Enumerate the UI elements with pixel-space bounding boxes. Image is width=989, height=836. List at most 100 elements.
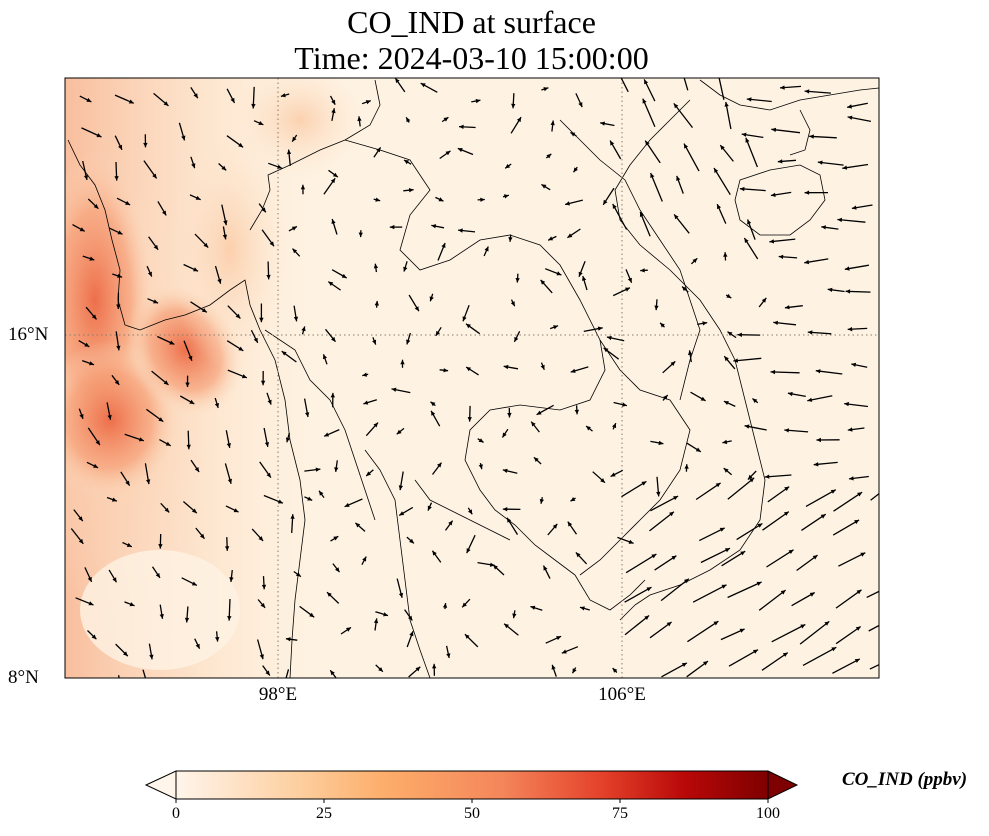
wind-arrow-head	[277, 164, 283, 169]
wind-arrow-shaft	[770, 371, 800, 374]
wind-arrow-head	[692, 258, 698, 263]
wind-arrow-shaft	[692, 584, 727, 603]
wind-arrow-head	[480, 197, 485, 202]
wind-arrow-head	[625, 287, 630, 292]
colorbar-tick-100: 100	[756, 805, 780, 822]
wind-arrow-head	[292, 136, 297, 142]
wind-arrow-head	[724, 102, 729, 107]
map-title-line-1: CO_IND at surface	[347, 4, 596, 40]
wind-arrow-shaft	[642, 98, 656, 128]
wind-arrow-head	[432, 550, 437, 556]
wind-arrow-shaft	[683, 78, 689, 91]
wind-arrow-head	[398, 485, 403, 491]
wind-arrow-head	[153, 299, 159, 304]
wind-arrow-head	[227, 478, 232, 484]
wind-arrow-head	[673, 103, 679, 109]
wind-arrow-head	[510, 301, 515, 307]
wind-arrow-head	[431, 224, 437, 229]
wind-arrow-head	[854, 658, 860, 663]
wind-arrow-head	[300, 184, 306, 190]
wind-arrow-head	[86, 97, 92, 102]
wind-arrow-head	[515, 278, 520, 283]
wind-arrow-head	[399, 511, 405, 516]
wind-arrow-head	[695, 447, 701, 452]
wind-arrow-shaft	[650, 495, 679, 512]
wind-arrow-head	[800, 624, 806, 629]
wind-arrow-head	[504, 623, 509, 629]
wind-arrow-head	[493, 564, 498, 570]
wind-arrow-head	[507, 412, 512, 418]
wind-arrow-head	[771, 127, 777, 132]
wind-arrow-head	[260, 603, 266, 608]
wind-arrow-head	[195, 643, 200, 649]
wind-arrow-shaft	[695, 482, 721, 501]
wind-arrow-head	[260, 380, 266, 386]
wind-arrow-head	[409, 631, 414, 637]
wind-arrow-head	[478, 464, 483, 470]
wind-arrow-shaft	[835, 589, 862, 609]
wind-arrow-shaft	[801, 513, 827, 531]
wind-arrow-head	[722, 439, 728, 445]
colorbar-tick-25: 25	[316, 805, 332, 822]
wind-arrow-head	[334, 467, 339, 472]
wind-arrow-head	[332, 172, 338, 178]
wind-arrow-head	[324, 432, 330, 437]
wind-arrow-head	[112, 577, 117, 583]
colorbar-label: CO_IND (ppbv)	[842, 769, 968, 790]
wind-arrow-head	[719, 527, 725, 532]
wind-arrow-shaft	[713, 167, 731, 196]
wind-arrow-head	[749, 477, 755, 483]
wind-arrow-shaft	[285, 669, 290, 678]
wind-arrow-head	[159, 614, 164, 619]
wind-arrow-head	[578, 271, 583, 277]
wind-arrow-head	[241, 374, 247, 379]
colorbar-tick-75: 75	[612, 805, 628, 822]
wind-arrow-head	[281, 351, 287, 356]
wind-arrow-head	[327, 592, 332, 597]
wind-arrow-head	[745, 137, 750, 143]
wind-arrow-head	[188, 355, 193, 361]
wind-arrow-head	[191, 581, 197, 586]
wind-arrow-head	[773, 320, 778, 325]
wind-arrow-head	[373, 618, 379, 624]
wind-arrow-head	[362, 372, 368, 377]
wind-arrow-head	[837, 217, 843, 223]
wind-arrow-head	[191, 508, 197, 514]
wind-arrow-head	[543, 565, 548, 571]
wind-arrow-head	[373, 422, 378, 428]
wind-arrow-head	[847, 115, 853, 120]
wind-arrow-shaft	[625, 553, 657, 574]
wind-arrow-shaft	[762, 511, 790, 531]
wind-arrow-shaft	[142, 669, 147, 678]
wind-arrow-head	[746, 97, 752, 102]
wind-arrow-head	[726, 293, 732, 299]
wind-arrow-head	[612, 203, 617, 209]
wind-arrow-head	[193, 93, 198, 99]
wind-arrow-head	[548, 236, 554, 241]
map-title-line-2: Time: 2024-03-10 15:00:00	[294, 40, 649, 76]
wind-arrow-head	[646, 587, 652, 592]
wind-arrow-head	[383, 612, 388, 617]
wind-arrow-head	[757, 523, 763, 528]
wind-arrow-head	[670, 361, 676, 366]
wind-arrow-head	[189, 399, 195, 404]
wind-arrow-shaft	[809, 135, 837, 139]
wind-arrow-head	[458, 228, 463, 233]
wind-arrow-head	[409, 538, 414, 544]
wind-arrow-head	[111, 497, 117, 502]
wind-arrow-head	[88, 601, 94, 606]
wind-arrow-head	[612, 423, 617, 429]
wind-arrow-shaft	[766, 549, 794, 568]
wind-arrow-head	[431, 410, 436, 416]
wind-arrow-head	[441, 243, 446, 248]
wind-arrow-head	[807, 330, 813, 335]
wind-arrow-head	[860, 552, 866, 557]
wind-arrow-head	[536, 410, 542, 415]
wind-arrow-head	[466, 548, 471, 554]
wind-arrow-shaft	[745, 137, 759, 168]
wind-arrow-head	[761, 297, 767, 303]
wind-arrow-head	[627, 277, 632, 283]
wind-arrow-head	[408, 188, 414, 193]
wind-arrow-shaft	[728, 649, 759, 667]
wind-arrow-head	[164, 507, 170, 513]
